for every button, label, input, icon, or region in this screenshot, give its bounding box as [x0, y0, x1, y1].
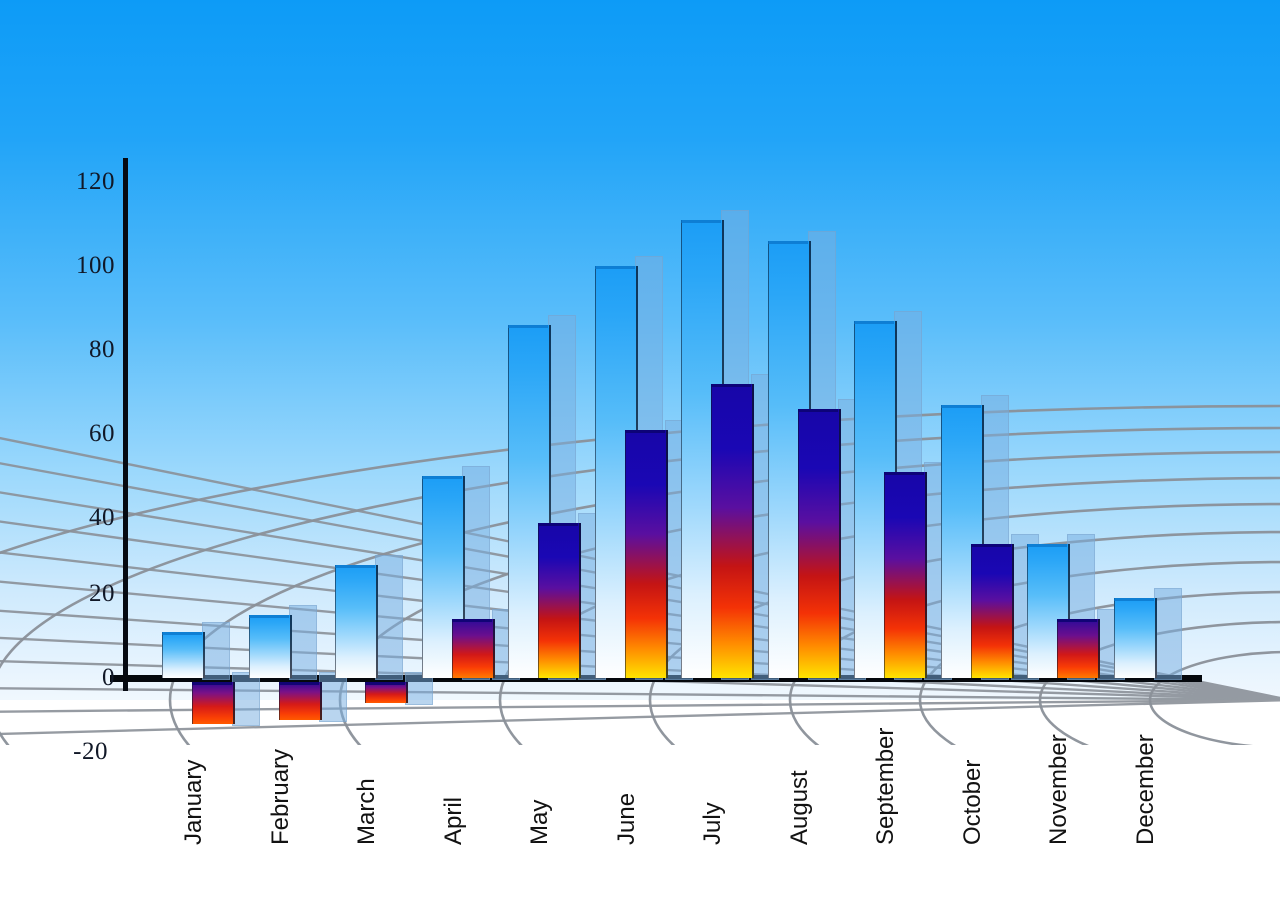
x-axis-label-july: July — [699, 802, 726, 845]
bar-cap — [624, 430, 665, 434]
bar-warm-january[interactable] — [192, 682, 235, 724]
bar-cap — [1057, 619, 1097, 623]
x-axis-label-august: August — [785, 770, 813, 845]
bar-cap — [854, 321, 894, 324]
bar-cap — [797, 409, 838, 413]
bar-depth-blue — [375, 554, 403, 680]
bar-cap — [162, 631, 202, 635]
y-tick-label-20: 20 — [89, 580, 115, 607]
bar-depth-blue — [288, 605, 317, 680]
bar-face — [248, 615, 292, 678]
bar-face — [538, 522, 581, 678]
bar-cap — [192, 682, 232, 685]
bar-face — [970, 543, 1014, 678]
bar-cap — [970, 543, 1011, 547]
bar-depth-warm — [318, 672, 347, 722]
bar-depth-blue — [1153, 588, 1182, 680]
bar-cap — [884, 472, 924, 476]
x-axis-label-april: April — [439, 796, 467, 845]
bar-cap — [335, 564, 375, 568]
y-tick-label-neg20: -20 — [73, 738, 108, 765]
bar-warm-july[interactable] — [711, 384, 754, 678]
bar-warm-june[interactable] — [624, 430, 668, 678]
bar-face — [624, 430, 668, 678]
bar-warm-november[interactable] — [1057, 619, 1100, 678]
bar-face — [192, 682, 235, 724]
bar-cap — [594, 266, 635, 270]
bar-blue-february[interactable] — [248, 615, 292, 678]
bar-warm-september[interactable] — [884, 472, 927, 678]
bar-cap — [278, 682, 319, 685]
bar-face — [884, 472, 927, 678]
bar-cap — [940, 405, 981, 408]
bar-cap — [1027, 543, 1067, 547]
bar-cap — [767, 241, 808, 245]
y-tick-label-40: 40 — [89, 504, 115, 531]
bar-cap — [421, 476, 462, 480]
bar-face — [162, 631, 205, 678]
x-axis-label-october: October — [958, 759, 986, 845]
x-axis-label-february: February — [266, 748, 294, 845]
bar-warm-august[interactable] — [797, 409, 841, 678]
y-tick-label-0: 0 — [102, 664, 115, 691]
bar-face — [1057, 619, 1100, 678]
y-tick-label-80: 80 — [89, 336, 115, 363]
bar-cap — [365, 682, 405, 685]
bar-cap — [508, 325, 548, 329]
bar-face — [278, 682, 322, 720]
bar-warm-april[interactable] — [451, 619, 495, 678]
bar-cap — [1113, 598, 1154, 602]
y-tick-label-60: 60 — [89, 420, 115, 447]
bar-face — [365, 682, 408, 703]
bar-blue-january[interactable] — [162, 631, 205, 678]
bar-warm-october[interactable] — [970, 543, 1014, 678]
x-axis-label-december: December — [1131, 734, 1159, 845]
bar-cap — [248, 615, 289, 618]
bar-face — [451, 619, 495, 678]
bar-face — [711, 384, 754, 678]
x-axis-label-may: May — [526, 799, 553, 845]
bar-face — [797, 409, 841, 678]
bar-warm-march[interactable] — [365, 682, 408, 703]
bar-cap — [451, 619, 492, 623]
x-axis-label-september: September — [872, 727, 899, 845]
bar-blue-december[interactable] — [1113, 598, 1157, 678]
bar-face — [940, 405, 984, 678]
bar-face — [1113, 598, 1157, 678]
bar-blue-march[interactable] — [335, 564, 378, 678]
bar-face — [335, 564, 378, 678]
y-tick-label-100: 100 — [76, 252, 115, 279]
bar-cap — [538, 522, 578, 526]
bar-warm-may[interactable] — [538, 522, 581, 678]
y-tick-label-120: 120 — [76, 168, 115, 195]
bar-blue-october[interactable] — [940, 405, 984, 678]
x-axis-label-march: March — [353, 778, 380, 845]
x-axis-label-january: January — [180, 759, 207, 845]
bar-cap — [711, 384, 751, 387]
x-axis-label-june: June — [612, 792, 640, 845]
y-axis-line — [123, 158, 128, 691]
bar-cap — [681, 220, 721, 224]
bar-depth-warm — [232, 672, 260, 726]
bar-depth-blue — [202, 621, 230, 680]
bar-warm-february[interactable] — [278, 682, 322, 720]
x-axis-label-november: November — [1045, 734, 1072, 845]
